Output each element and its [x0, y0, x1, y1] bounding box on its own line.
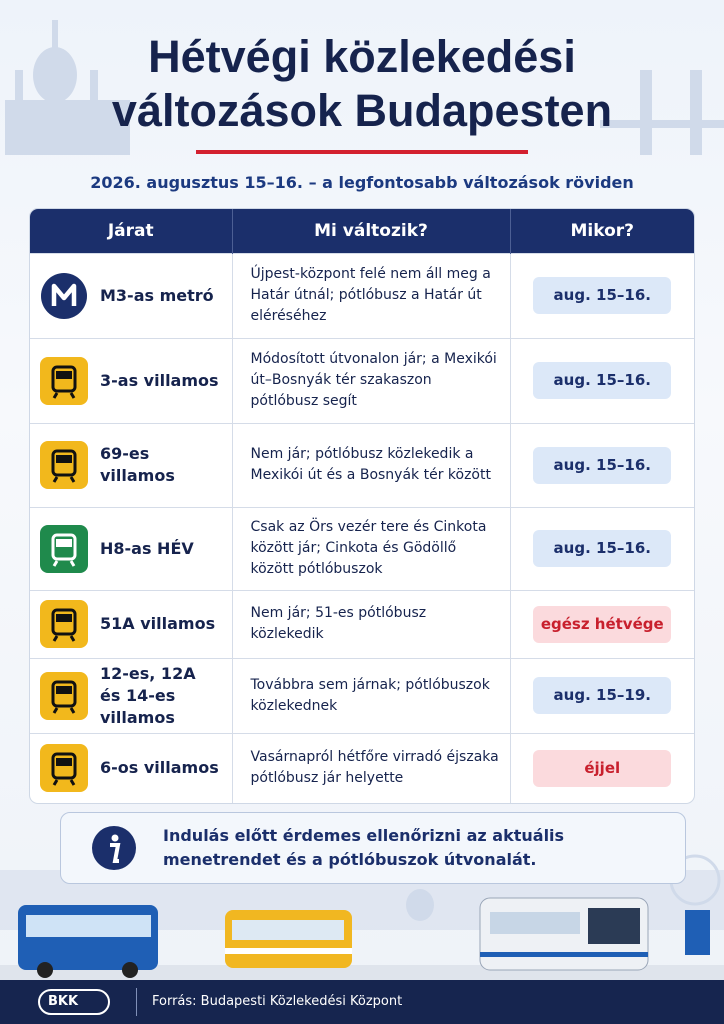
changes-table: Járat Mi változik? Mikor? M3-as metró Újpes… [30, 209, 694, 803]
tram-icon [40, 441, 88, 489]
line-cell: 51A villamos [30, 589, 233, 658]
bus [18, 905, 158, 978]
ticket-machine [685, 910, 710, 955]
subtitle: 2026. augusztus 15–16. – a legfontosabb … [90, 173, 634, 192]
change-text: Vasárnapról hétfőre virradó éjszaka pótl… [232, 732, 511, 803]
when-badge: aug. 15–16. [533, 362, 672, 399]
column-header: Mikor? [510, 209, 694, 253]
table-row: 51A villamos Nem jár; 51-es pótlóbusz köz… [30, 589, 694, 658]
when-cell: egész hétvége [510, 589, 694, 658]
source: Forrás: Budapesti Közlekedési Központ [152, 994, 403, 1009]
tram-icon [40, 356, 88, 405]
table-row: 12-es, 12A és 14-es villamos Továbbra sem… [30, 657, 694, 733]
title-line: Hétvégi közlekedési [148, 31, 576, 82]
when-badge: egész hétvége [533, 605, 672, 643]
column-header: Mi változik? [232, 209, 511, 253]
line-cell: 3-as villamos [30, 337, 233, 423]
line-name: H8-as HÉV [100, 538, 194, 558]
when-badge: aug. 15–16. [533, 277, 672, 314]
change-text: Módosított útvonalon jár; a Mexikói út–B… [232, 337, 511, 423]
line-name: 6-os villamos [100, 758, 219, 778]
line-cell: 12-es, 12A és 14-es villamos [30, 657, 233, 733]
when-cell: aug. 15–16. [510, 252, 694, 338]
line-cell: 69-es villamos [30, 422, 233, 507]
table-row: M3-as metró Újpest-központ felé nem áll m… [30, 252, 694, 338]
change-text: Nem jár; 51-es pótlóbusz közlekedik [232, 589, 511, 658]
note: Indulás előtt érdemes ellenőrizni az akt… [60, 812, 686, 884]
tram-icon [40, 671, 88, 720]
table-row: 6-os villamos Vasárnapról hétfőre virradó… [30, 732, 694, 803]
line-cell: M3-as metró [30, 252, 233, 338]
table-row: 69-es villamos Nem jár; pótlóbusz közleke… [30, 422, 694, 507]
line-name: 12-es, 12A és 14-es villamos [100, 663, 196, 727]
note-text: Indulás előtt érdemes ellenőrizni az akt… [163, 826, 565, 869]
tram-icon [40, 600, 88, 648]
when-badge: éjjel [533, 749, 672, 787]
when-cell: aug. 15–19. [510, 657, 694, 733]
when-badge: aug. 15–16. [533, 446, 672, 484]
when-cell: aug. 15–16. [510, 422, 694, 507]
line-name: 69-es villamos [100, 444, 175, 485]
change-text: Továbbra sem járnak; pótlóbuszok közleke… [232, 657, 511, 733]
title-line: változások Budapesten [111, 85, 613, 136]
line-name: M3-as metró [100, 285, 214, 305]
table-row: 3-as villamos Módosított útvonalon jár; a… [30, 337, 694, 423]
when-badge: aug. 15–19. [533, 677, 672, 714]
change-text: Nem jár; pótlóbusz közlekedik a Mexikói … [232, 422, 511, 507]
metro-icon [41, 272, 87, 319]
title-rule [196, 150, 528, 154]
when-cell: éjjel [510, 732, 694, 803]
tram [479, 897, 649, 971]
when-cell: aug. 15–16. [510, 506, 694, 590]
line-name: 51A villamos [100, 614, 216, 633]
footer: BKK Forrás: Budapesti Közlekedési Közpon… [0, 980, 724, 1024]
title: Hétvégi közlekedési változások Budapesten [0, 30, 724, 138]
when-badge: aug. 15–16. [533, 530, 672, 567]
tram-icon [40, 744, 88, 793]
change-text: Csak az Örs vezér tere és Cinkota között… [232, 506, 511, 590]
line-cell: 6-os villamos [30, 732, 233, 803]
info-icon [92, 826, 136, 870]
table-row: H8-as HÉV Csak az Örs vezér tere és Cinko… [30, 506, 694, 590]
line-cell: H8-as HÉV [30, 506, 233, 590]
hev-icon [40, 524, 88, 573]
logo: BKK [38, 989, 110, 1015]
change-text: Újpest-központ felé nem áll meg a Határ … [232, 252, 511, 338]
when-cell: aug. 15–16. [510, 337, 694, 423]
column-header: Járat [30, 209, 233, 253]
line-name: 3-as villamos [100, 370, 219, 390]
tram [225, 910, 352, 968]
